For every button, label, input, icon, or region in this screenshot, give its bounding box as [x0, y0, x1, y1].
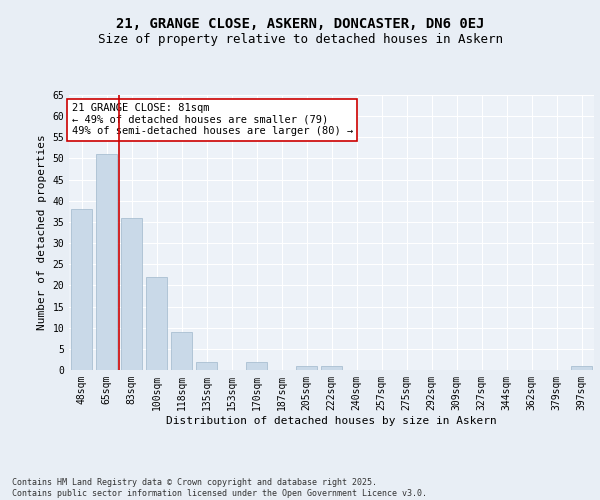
Y-axis label: Number of detached properties: Number of detached properties: [37, 134, 47, 330]
Bar: [121, 218, 142, 370]
Bar: [571, 366, 592, 370]
Bar: [171, 332, 192, 370]
Bar: [296, 366, 317, 370]
Text: Contains HM Land Registry data © Crown copyright and database right 2025.
Contai: Contains HM Land Registry data © Crown c…: [12, 478, 427, 498]
Bar: [321, 366, 342, 370]
Text: Size of property relative to detached houses in Askern: Size of property relative to detached ho…: [97, 32, 503, 46]
Bar: [71, 209, 92, 370]
Bar: [96, 154, 117, 370]
Text: 21 GRANGE CLOSE: 81sqm
← 49% of detached houses are smaller (79)
49% of semi-det: 21 GRANGE CLOSE: 81sqm ← 49% of detached…: [71, 104, 353, 136]
Bar: [146, 277, 167, 370]
X-axis label: Distribution of detached houses by size in Askern: Distribution of detached houses by size …: [166, 416, 497, 426]
Bar: [246, 362, 267, 370]
Text: 21, GRANGE CLOSE, ASKERN, DONCASTER, DN6 0EJ: 21, GRANGE CLOSE, ASKERN, DONCASTER, DN6…: [116, 18, 484, 32]
Bar: [196, 362, 217, 370]
